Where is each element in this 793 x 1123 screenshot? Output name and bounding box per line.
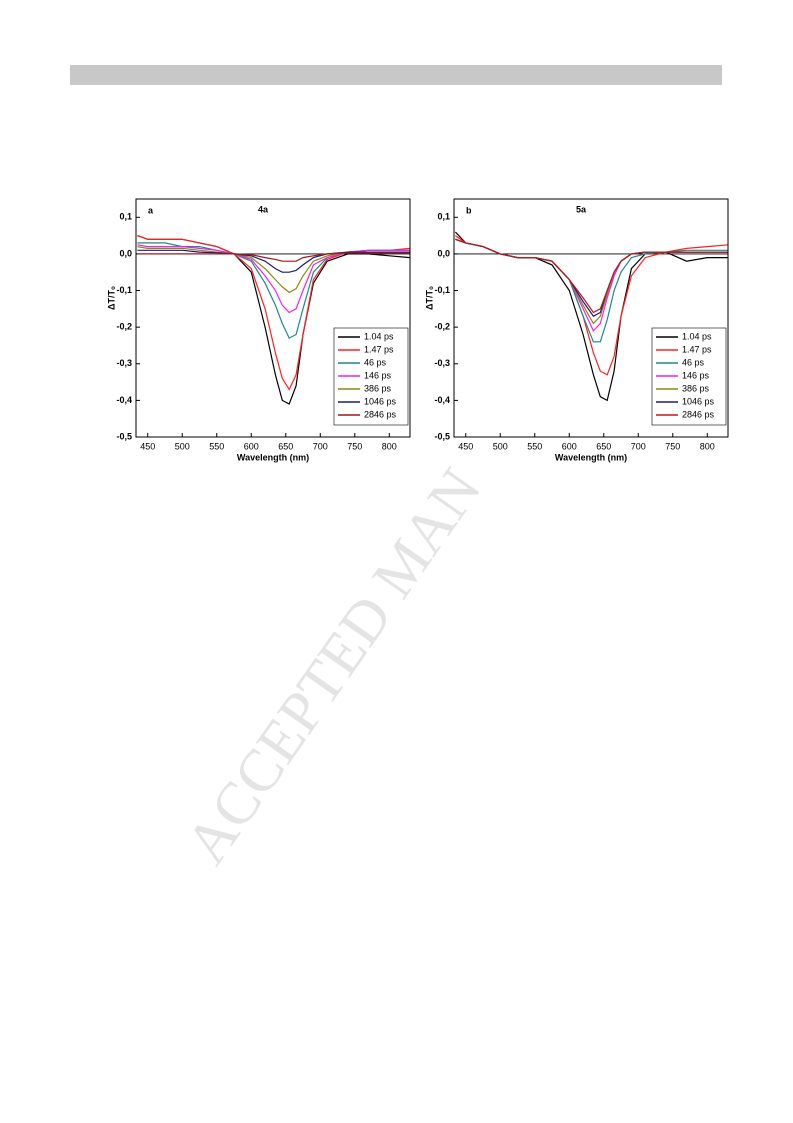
watermark: ACCEPTED MAN xyxy=(173,457,494,876)
legend-label: 1046 ps xyxy=(364,396,397,406)
y-axis-label: ΔT/T₀ xyxy=(106,286,116,310)
y-axis-label: ΔT/T₀ xyxy=(424,286,434,310)
chart-title: 5a xyxy=(576,204,587,214)
legend-label: 146 ps xyxy=(364,370,392,380)
legend-label: 46 ps xyxy=(364,357,387,367)
y-tick-label: 0,1 xyxy=(119,212,132,222)
series-line xyxy=(137,252,410,262)
y-tick-label: 0,0 xyxy=(437,248,450,258)
y-tick-label: 0,1 xyxy=(437,212,450,222)
x-tick-label: 700 xyxy=(631,441,646,451)
x-tick-label: 650 xyxy=(596,441,611,451)
chart-title: 4a xyxy=(258,204,269,214)
legend-label: 146 ps xyxy=(682,370,710,380)
legend-label: 1046 ps xyxy=(682,396,715,406)
x-tick-label: 700 xyxy=(313,441,328,451)
x-tick-label: 550 xyxy=(527,441,542,451)
y-tick-label: -0,1 xyxy=(434,285,450,295)
plot-frame xyxy=(453,198,729,438)
x-tick-label: 450 xyxy=(458,441,473,451)
legend-label: 386 ps xyxy=(682,383,710,393)
y-tick-label: -0,1 xyxy=(116,285,132,295)
x-axis-label: Wavelength (nm) xyxy=(237,452,309,462)
legend-label: 1.04 ps xyxy=(682,331,712,341)
legend-label: 2846 ps xyxy=(364,409,397,419)
x-tick-label: 500 xyxy=(493,441,508,451)
legend-label: 1.47 ps xyxy=(364,344,394,354)
x-tick-label: 500 xyxy=(175,441,190,451)
series-line xyxy=(455,238,728,314)
legend-label: 1.47 ps xyxy=(682,344,712,354)
panel-label: b xyxy=(466,205,472,215)
header-bar xyxy=(70,65,722,85)
y-tick-label: -0,2 xyxy=(116,322,132,332)
y-tick-label: -0,3 xyxy=(116,358,132,368)
legend-label: 2846 ps xyxy=(682,409,715,419)
x-axis-label: Wavelength (nm) xyxy=(555,452,627,462)
plot-frame xyxy=(135,198,411,438)
x-tick-label: 600 xyxy=(244,441,259,451)
legend-label: 386 ps xyxy=(364,383,392,393)
x-tick-label: 750 xyxy=(347,441,362,451)
legend-label: 46 ps xyxy=(682,357,705,367)
y-tick-label: -0,4 xyxy=(116,395,132,405)
x-tick-label: 600 xyxy=(562,441,577,451)
y-tick-label: -0,3 xyxy=(434,358,450,368)
x-tick-label: 650 xyxy=(278,441,293,451)
y-tick-label: 0,0 xyxy=(119,248,132,258)
y-tick-label: -0,2 xyxy=(434,322,450,332)
x-tick-label: 800 xyxy=(700,441,715,451)
y-tick-label: -0,5 xyxy=(116,431,132,441)
x-tick-label: 750 xyxy=(665,441,680,451)
x-tick-label: 550 xyxy=(209,441,224,451)
x-tick-label: 450 xyxy=(140,441,155,451)
panel-label: a xyxy=(148,205,154,215)
x-tick-label: 800 xyxy=(382,441,397,451)
legend-label: 1.04 ps xyxy=(364,331,394,341)
y-tick-label: -0,4 xyxy=(434,395,450,405)
y-tick-label: -0,5 xyxy=(434,431,450,441)
